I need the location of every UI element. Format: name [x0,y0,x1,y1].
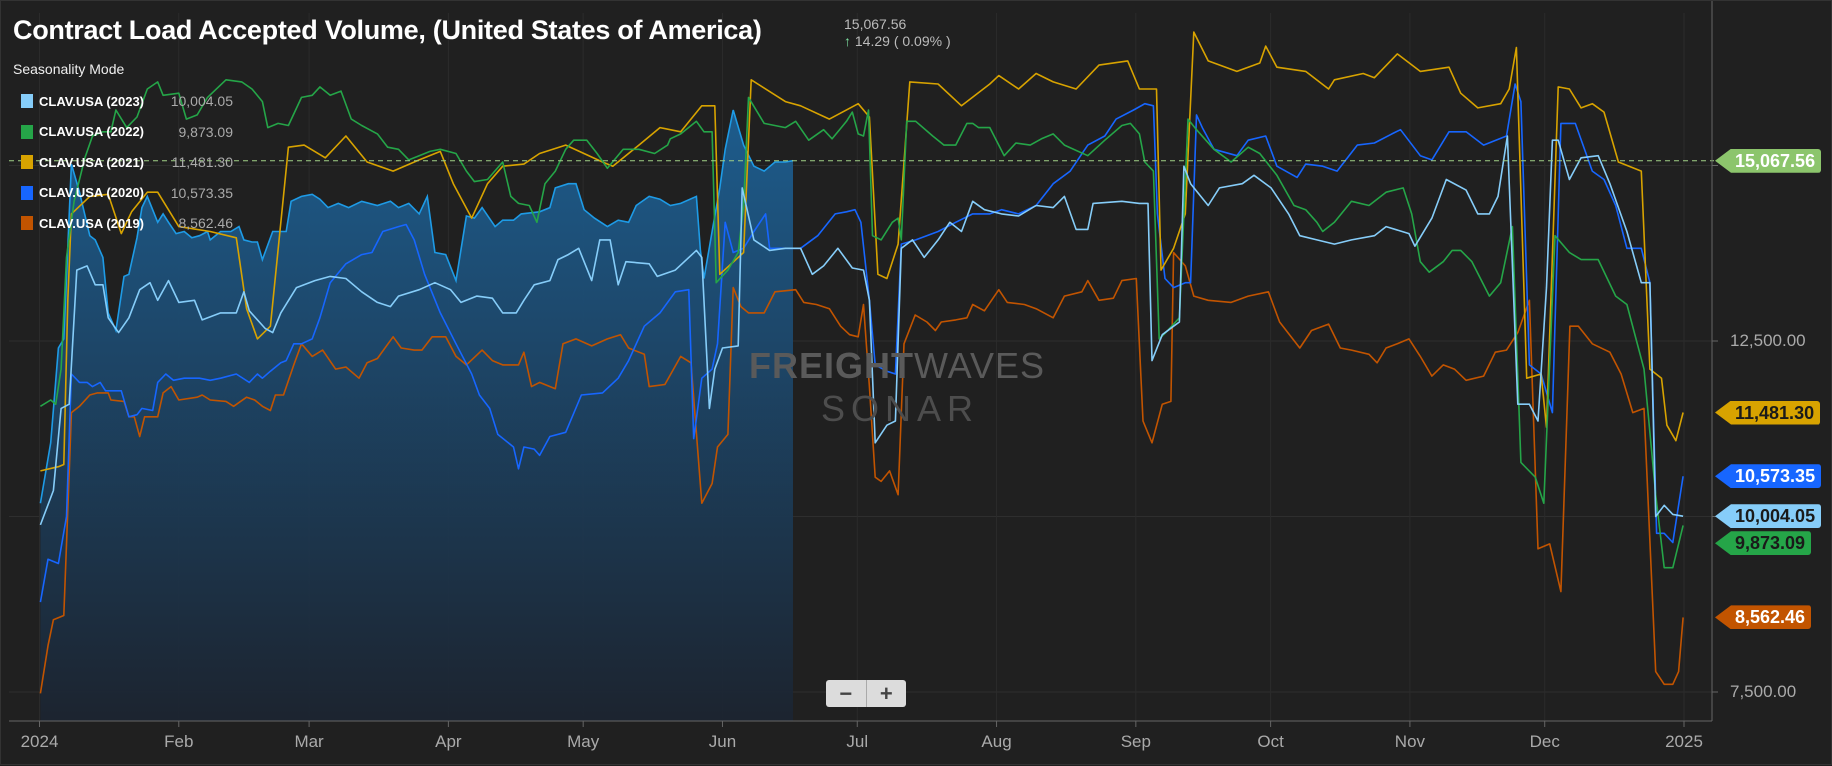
x-tick-label: Jul [846,732,869,751]
series-line-2024 [39,109,794,504]
last-value-tag: 10,573.35 [1715,464,1822,489]
watermark-brand-bold: FREIGHT [749,345,914,386]
legend-item[interactable]: CLAV.USA (2021) 11,481.30 [13,147,233,178]
seasonality-mode-label: Seasonality Mode [13,61,125,77]
x-tick-label: Nov [1394,732,1426,751]
zoom-in-button[interactable]: + [879,681,893,706]
watermark-freightwaves: FREIGHTWAVES [749,345,1045,387]
legend-label: CLAV.USA (2020) [39,185,144,201]
legend-label: CLAV.USA (2023) [39,93,144,109]
legend-item[interactable]: CLAV.USA (2023) 10,004.05 [13,86,233,117]
y-tick-label: 7,500.00 [1730,682,1797,701]
legend-swatch [21,185,33,200]
legend-swatch [21,216,33,231]
last-value-tag: 9,873.09 [1715,531,1812,556]
legend-swatch [21,155,33,170]
x-tick-label: Apr [435,732,462,751]
legend-value: 9,873.09 [178,123,234,140]
series-line-2020 [39,83,1684,603]
x-tick-label: 2024 [20,732,59,751]
legend-value: 8,562.46 [178,215,234,232]
x-tick-label: Jun [708,732,737,751]
axes [9,1,1718,727]
legend-label: CLAV.USA (2022) [39,124,144,140]
legend-value: 11,481.30 [171,154,233,171]
x-tick-label: Sep [1120,732,1151,751]
series-line-2022 [39,79,1684,569]
series-line-2023 [39,135,1684,526]
x-tick-label: Oct [1257,732,1284,751]
zoom-controls: − + [826,680,906,707]
x-tick-label: May [567,732,600,751]
zoom-out-button[interactable]: − [826,680,867,707]
legend-swatch [21,94,33,109]
series-line-2021 [40,31,1684,472]
y-tick-label: 12,500.00 [1730,330,1806,350]
chart-title: Contract Load Accepted Volume, (United S… [13,15,762,45]
legend-item[interactable]: CLAV.USA (2020) 10,573.35 [13,178,233,209]
quote-box: 15,067.56 ↑ 14.29 ( 0.09% ) [844,16,951,50]
legend: Seasonality Mode CLAV.USA (2023) 10,004.0… [13,61,233,239]
series-line-2019 [39,251,1684,694]
last-value: 15,067.56 [844,16,907,32]
legend-value: 10,004.05 [170,93,233,110]
series-lines [39,31,1684,694]
last-value-tag: 15,067.56 [1715,148,1822,173]
x-tick-label: Feb [164,732,194,751]
legend-item[interactable]: CLAV.USA (2019) 8,562.46 [13,208,233,239]
x-tick-label: Dec [1529,732,1560,751]
up-arrow-icon: ↑ [844,33,851,49]
series-area [39,109,794,721]
legend-swatch [21,124,33,139]
legend-label: CLAV.USA (2021) [39,154,144,170]
watermark-sonar: SONAR [821,388,980,429]
last-value-tag: 10,004.05 [1715,504,1822,529]
x-tick-label: 2025 [1665,732,1703,751]
legend-label: CLAV.USA (2019) [39,215,144,231]
last-value-tag: 8,562.46 [1715,605,1812,630]
legend-value: 10,573.35 [170,184,233,201]
legend-item[interactable]: CLAV.USA (2022) 9,873.09 [13,117,233,148]
x-tick-label: Aug [981,732,1012,751]
last-value-tag: 11,481.30 [1715,400,1821,425]
series-area-2024 [40,110,794,721]
x-tick-label: Mar [294,732,324,751]
watermark-brand-thin: WAVES [914,345,1046,386]
change-value: 14.29 ( 0.09% ) [854,33,951,49]
